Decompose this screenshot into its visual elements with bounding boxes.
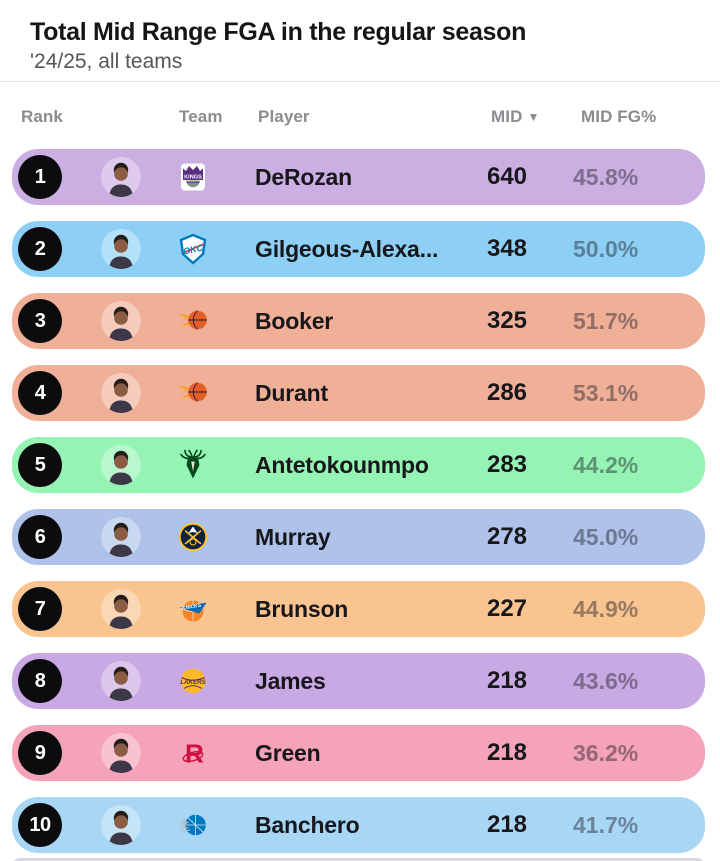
player-avatar <box>101 301 141 341</box>
mid-fg-value: 50.0% <box>573 236 639 262</box>
column-header-player: Player <box>258 107 310 126</box>
mid-fg-value: 45.8% <box>573 164 639 190</box>
mid-value: 278 <box>486 523 528 550</box>
svg-text:OKC: OKC <box>182 242 204 256</box>
svg-text:KNICKS: KNICKS <box>182 603 203 612</box>
page-header: Total Mid Range FGA in the regular seaso… <box>0 0 720 81</box>
lakers-logo: LAKERS <box>176 664 210 698</box>
column-header-rank: Rank <box>21 107 63 126</box>
mid-fg-value: 44.9% <box>573 596 639 622</box>
leaderboard-row[interactable]: 2 OKC Gilgeous-Alexa... 348 50.0% <box>12 221 705 277</box>
player-name: Murray <box>255 524 331 550</box>
mid-fg-value: 43.6% <box>573 668 639 694</box>
player-avatar <box>101 445 141 485</box>
suns-logo <box>176 304 210 338</box>
leaderboard-row[interactable]: 5 Antetokounmpo 283 44.2% <box>12 437 705 493</box>
mid-fg-value: 45.0% <box>573 524 639 550</box>
mid-value: 218 <box>486 739 528 766</box>
mid-value: 348 <box>486 235 528 262</box>
magic-logo <box>176 808 210 842</box>
suns-logo <box>176 376 210 410</box>
mid-fg-value: 53.1% <box>573 380 639 406</box>
player-name: Gilgeous-Alexa... <box>255 236 439 262</box>
leaderboard-row[interactable]: 6 Murray 278 45.0% <box>12 509 705 565</box>
leaderboard-rows: 1 KINGS DeRozan 640 45.8% 2 OKC Gilgeous… <box>0 149 720 853</box>
mid-value: 218 <box>486 811 528 838</box>
page-title: Total Mid Range FGA in the regular seaso… <box>30 18 527 46</box>
svg-text:KINGS: KINGS <box>184 175 202 181</box>
leaderboard-row[interactable]: 9 R Green 218 36.2% <box>12 725 705 781</box>
rank-badge: 10 <box>18 803 62 847</box>
rank-badge: 3 <box>18 299 62 343</box>
rank-badge: 2 <box>18 227 62 271</box>
mid-fg-value: 41.7% <box>573 812 639 838</box>
column-header-mid-fg[interactable]: MID FG% <box>581 107 657 126</box>
mid-value: 325 <box>486 307 528 334</box>
player-silhouette-icon <box>109 810 133 845</box>
rank-badge: 9 <box>18 731 62 775</box>
player-silhouette-icon <box>109 378 133 413</box>
rank-badge: 8 <box>18 659 62 703</box>
leaderboard-row[interactable]: 3 Booker 325 51.7% <box>12 293 705 349</box>
column-header-team: Team <box>179 107 223 126</box>
player-name: DeRozan <box>255 164 353 190</box>
leaderboard-row[interactable]: 4 Durant 286 53.1% <box>12 365 705 421</box>
mid-value: 283 <box>486 451 528 478</box>
kings-logo: KINGS <box>176 160 210 194</box>
player-name: Antetokounmpo <box>255 452 429 478</box>
leaderboard-row[interactable]: 7 KNICKS Brunson 227 44.9% <box>12 581 705 637</box>
player-silhouette-icon <box>109 450 133 485</box>
player-name: Brunson <box>255 596 349 622</box>
player-avatar <box>101 733 141 773</box>
page-subtitle: '24/25, all teams <box>30 50 183 73</box>
mid-value: 218 <box>486 667 528 694</box>
player-name: Green <box>255 740 321 766</box>
svg-text:R: R <box>185 739 204 769</box>
nuggets-logo <box>176 520 210 554</box>
mid-value: 227 <box>486 595 528 622</box>
thunder-logo: OKC <box>176 232 210 266</box>
player-silhouette-icon <box>109 306 133 341</box>
mid-value: 286 <box>486 379 528 406</box>
player-name: Durant <box>255 380 328 406</box>
mid-fg-value: 36.2% <box>573 740 639 766</box>
next-row-peek <box>12 858 705 861</box>
rank-badge: 6 <box>18 515 62 559</box>
player-avatar <box>101 229 141 269</box>
rank-badge: 5 <box>18 443 62 487</box>
player-silhouette-icon <box>109 234 133 269</box>
mid-fg-value: 51.7% <box>573 308 639 334</box>
player-avatar <box>101 805 141 845</box>
player-silhouette-icon <box>109 522 133 557</box>
rank-badge: 4 <box>18 371 62 415</box>
knicks-logo: KNICKS <box>176 592 210 626</box>
player-avatar <box>101 157 141 197</box>
rank-badge: 1 <box>18 155 62 199</box>
player-name: Banchero <box>255 812 360 838</box>
header-divider <box>0 81 720 82</box>
leaderboard-row[interactable]: 1 KINGS DeRozan 640 45.8% <box>12 149 705 205</box>
column-header-row: Rank Team Player MID ▼ MID FG% <box>0 82 720 149</box>
player-name: James <box>255 668 326 694</box>
rank-badge: 7 <box>18 587 62 631</box>
column-header-mid[interactable]: MID ▼ <box>491 107 540 126</box>
player-name: Booker <box>255 308 334 334</box>
player-silhouette-icon <box>109 738 133 773</box>
mid-fg-value: 44.2% <box>573 452 639 478</box>
player-avatar <box>101 661 141 701</box>
bucks-logo <box>176 448 210 482</box>
svg-text:LAKERS: LAKERS <box>180 679 206 686</box>
leaderboard-row[interactable]: 8 LAKERS James 218 43.6% <box>12 653 705 709</box>
player-avatar <box>101 589 141 629</box>
rockets-logo: R <box>176 736 210 770</box>
player-avatar <box>101 517 141 557</box>
mid-value: 640 <box>486 163 528 190</box>
sort-desc-icon: ▼ <box>527 110 540 124</box>
player-avatar <box>101 373 141 413</box>
player-silhouette-icon <box>109 594 133 629</box>
leaderboard-row[interactable]: 10 Banchero 218 41.7% <box>12 797 705 853</box>
player-silhouette-icon <box>109 162 133 197</box>
player-silhouette-icon <box>109 666 133 701</box>
